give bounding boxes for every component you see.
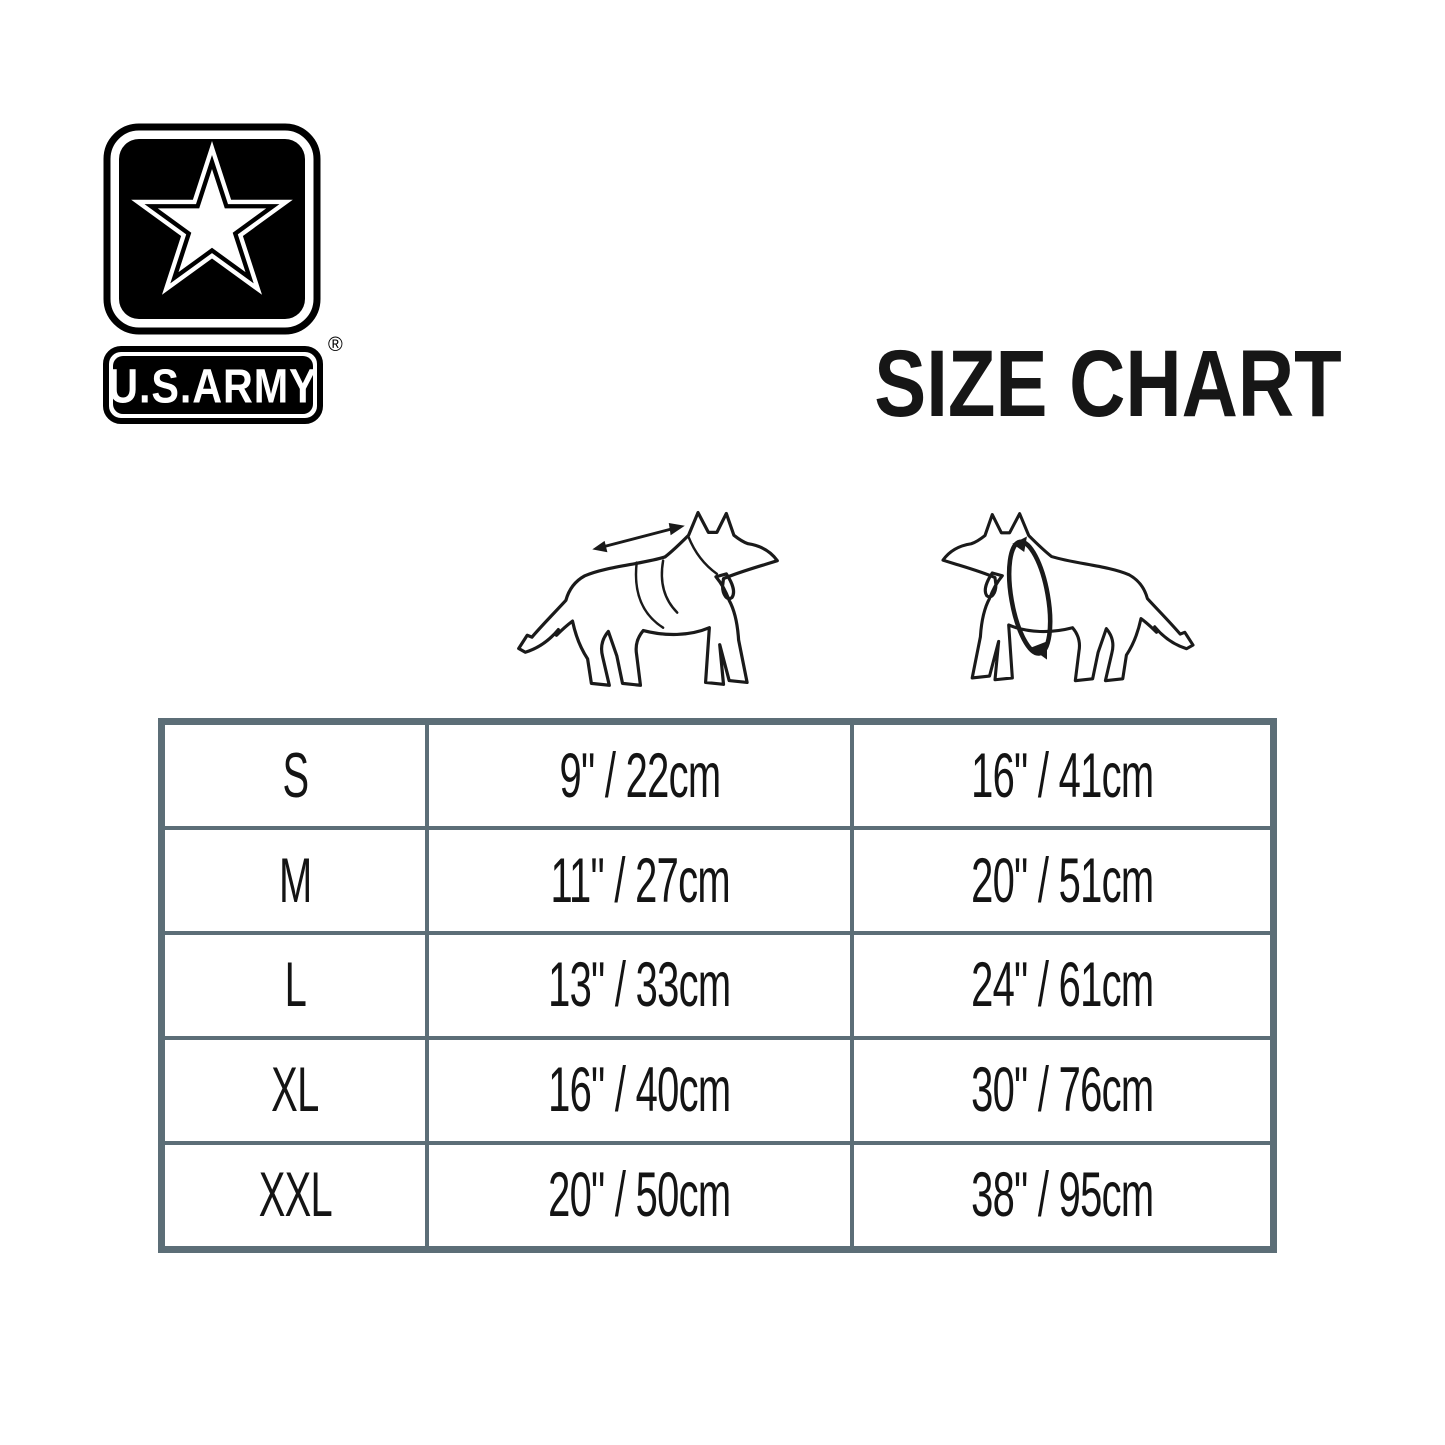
size-table: S 9" / 22cm 16" / 41cm M 11" / 27cm 20" … xyxy=(158,718,1277,1253)
chest-girth-cell: 16" / 41cm xyxy=(850,719,1276,831)
table-row: L 13" / 33cm 24" / 61cm xyxy=(159,931,1276,1040)
size-table-body: S 9" / 22cm 16" / 41cm M 11" / 27cm 20" … xyxy=(159,719,1276,1252)
back-length-cell: 11" / 27cm xyxy=(425,826,855,936)
back-length-cell: 13" / 33cm xyxy=(425,931,855,1040)
back-length-cell: 16" / 40cm xyxy=(425,1035,855,1145)
chest-girth-dog-illustration xyxy=(922,506,1214,702)
army-wordmark-badge: U.S.ARMY xyxy=(103,346,323,424)
table-row: M 11" / 27cm 20" / 51cm xyxy=(159,826,1276,936)
back-length-cell: 20" / 50cm xyxy=(425,1140,855,1252)
back-length-cell: 9" / 22cm xyxy=(425,719,855,831)
chest-girth-loop xyxy=(1006,536,1053,660)
chest-girth-cell: 38" / 95cm xyxy=(850,1140,1276,1252)
page-title: SIZE CHART xyxy=(874,330,1342,437)
army-wordmark: U.S.ARMY xyxy=(108,357,318,413)
back-length-dog-illustration xyxy=(497,506,799,706)
chest-girth-cell: 30" / 76cm xyxy=(850,1035,1276,1145)
army-star-icon xyxy=(103,123,321,335)
size-cell: L xyxy=(159,931,430,1040)
chest-girth-cell: 20" / 51cm xyxy=(850,826,1276,936)
size-cell: S xyxy=(159,719,430,831)
size-cell: XL xyxy=(159,1035,430,1145)
size-cell: XXL xyxy=(159,1140,430,1252)
table-row: XL 16" / 40cm 30" / 76cm xyxy=(159,1035,1276,1145)
registered-trademark-symbol: ® xyxy=(328,334,343,356)
table-row: S 9" / 22cm 16" / 41cm xyxy=(159,719,1276,831)
chest-girth-cell: 24" / 61cm xyxy=(850,931,1276,1040)
table-row: XXL 20" / 50cm 38" / 95cm xyxy=(159,1140,1276,1252)
back-length-arrow xyxy=(592,522,685,553)
size-cell: M xyxy=(159,826,430,936)
